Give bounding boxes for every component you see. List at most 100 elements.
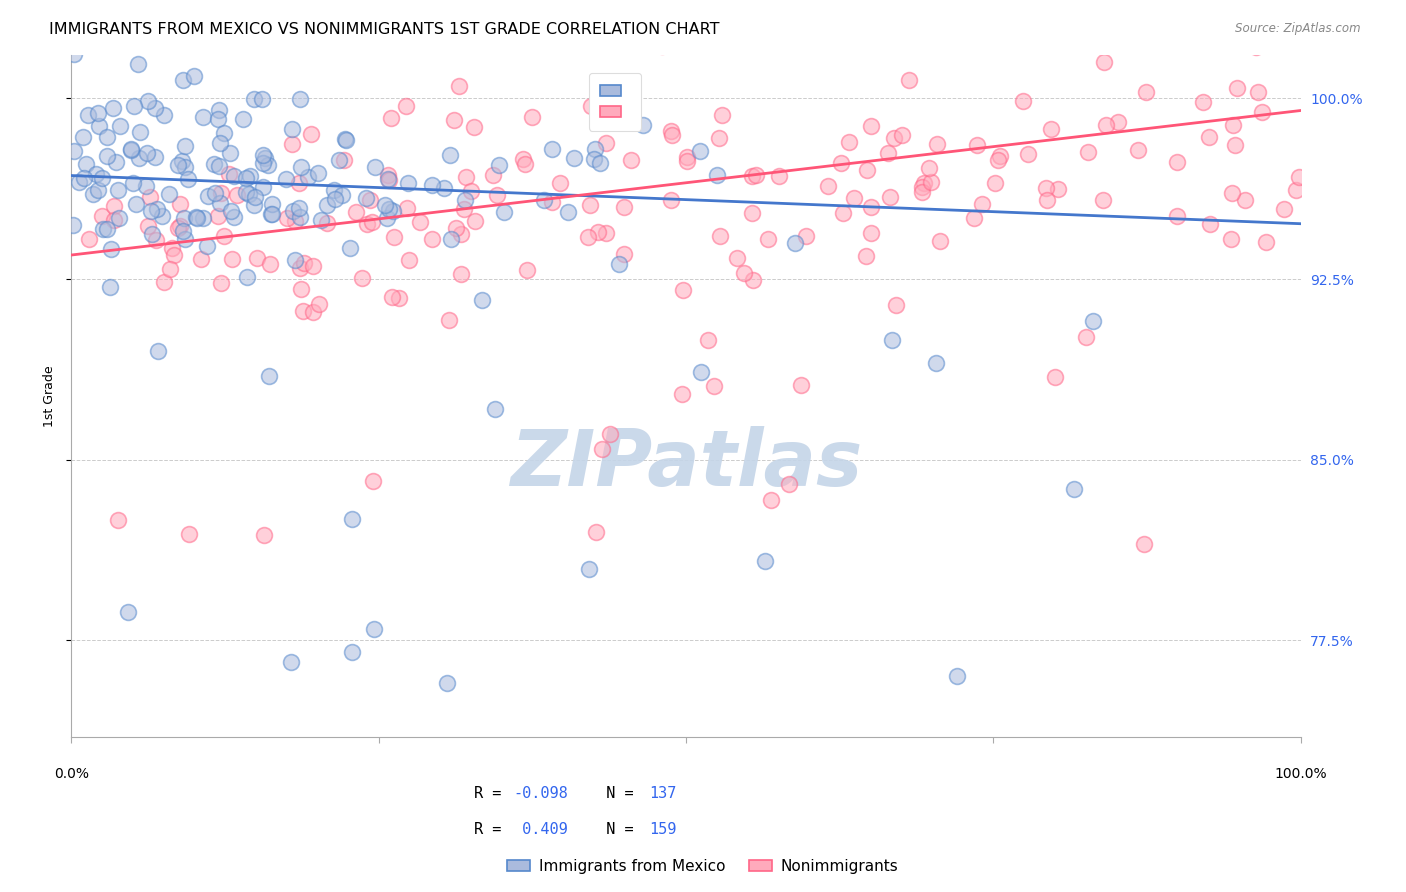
Point <box>756 232 779 246</box>
Point <box>82 187 104 202</box>
Point <box>484 402 506 417</box>
Point <box>879 190 901 204</box>
Point <box>548 177 571 191</box>
Point <box>741 206 763 220</box>
Point <box>380 112 402 126</box>
Point <box>316 198 339 212</box>
Point <box>1220 232 1243 246</box>
Point <box>90 209 112 223</box>
Point <box>202 157 225 171</box>
Point <box>299 127 322 141</box>
Point <box>219 203 242 218</box>
Point <box>661 128 683 142</box>
Point <box>246 251 269 265</box>
Point <box>262 207 284 221</box>
Point <box>243 198 266 212</box>
Point <box>143 150 166 164</box>
Point <box>245 190 267 204</box>
Point <box>1220 186 1243 200</box>
Point <box>209 186 232 201</box>
Point <box>222 211 245 225</box>
Point <box>281 137 304 152</box>
Point <box>302 259 325 273</box>
Point <box>135 145 157 160</box>
Point <box>1081 314 1104 328</box>
Point <box>193 110 215 124</box>
Point <box>1108 115 1130 129</box>
Point <box>290 282 312 296</box>
Point <box>328 153 350 168</box>
Point <box>141 203 163 218</box>
Point <box>838 135 860 149</box>
Point <box>859 200 882 214</box>
Point <box>76 108 98 122</box>
Point <box>1233 193 1256 207</box>
Point <box>173 138 195 153</box>
Point <box>706 168 728 182</box>
Text: ZIPatlas: ZIPatlas <box>510 426 862 502</box>
Point <box>290 210 312 224</box>
Point <box>169 219 191 234</box>
Point <box>252 180 274 194</box>
Point <box>311 213 333 227</box>
Point <box>790 378 813 392</box>
Point <box>177 527 200 541</box>
Point <box>987 153 1010 168</box>
Point <box>533 193 555 207</box>
Point <box>207 112 229 127</box>
Point <box>420 231 443 245</box>
Point <box>482 168 505 182</box>
Point <box>284 253 307 268</box>
Point <box>308 297 330 311</box>
Point <box>107 513 129 527</box>
Point <box>173 211 195 226</box>
Point <box>703 379 725 393</box>
Point <box>707 131 730 145</box>
Point <box>744 168 766 182</box>
Point <box>1063 483 1085 497</box>
Point <box>1246 40 1268 54</box>
Point <box>91 171 114 186</box>
Point <box>439 148 461 162</box>
Point <box>697 333 720 347</box>
Point <box>333 132 356 146</box>
Text: 100.0%: 100.0% <box>1274 767 1327 781</box>
Point <box>62 218 84 232</box>
Point <box>741 169 763 184</box>
Point <box>288 92 311 106</box>
Point <box>98 280 121 294</box>
Point <box>588 225 610 239</box>
Point <box>212 127 235 141</box>
Point <box>183 69 205 83</box>
Point <box>232 112 254 127</box>
Point <box>388 291 411 305</box>
Y-axis label: 1st Grade: 1st Grade <box>44 365 56 426</box>
Text: 0.0%: 0.0% <box>53 767 89 781</box>
Point <box>450 268 472 282</box>
Point <box>963 211 986 225</box>
Point <box>135 178 157 193</box>
Point <box>381 203 404 218</box>
Point <box>1225 137 1247 152</box>
Point <box>108 211 131 225</box>
Point <box>186 211 208 225</box>
Point <box>488 158 510 172</box>
Point <box>1076 330 1098 344</box>
Point <box>607 257 630 271</box>
Point <box>260 196 283 211</box>
Point <box>236 270 259 285</box>
Point <box>333 153 356 168</box>
Point <box>1128 143 1150 157</box>
Point <box>276 211 298 225</box>
Point <box>620 153 643 168</box>
Point <box>377 168 399 182</box>
Point <box>464 214 486 228</box>
Point <box>613 200 636 214</box>
Point <box>983 177 1005 191</box>
Point <box>1198 130 1220 145</box>
Point <box>855 249 877 263</box>
Point <box>222 169 245 183</box>
Point <box>1036 194 1059 208</box>
Point <box>169 197 191 211</box>
Point <box>1285 183 1308 197</box>
